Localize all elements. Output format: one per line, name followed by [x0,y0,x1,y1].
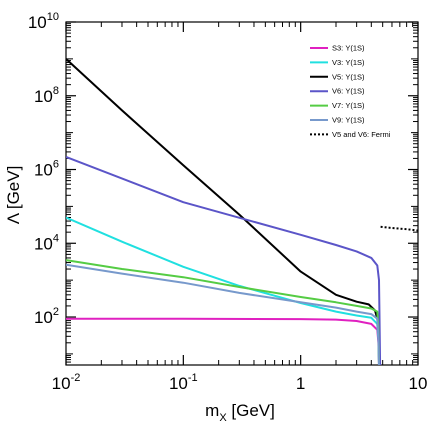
y-tick-label: 104 [34,232,59,253]
series-lines [66,58,418,365]
major-ticks [65,21,419,365]
y-tick-labels: 102 104 106 108 1010 [28,11,59,327]
series-line [66,259,380,365]
legend-label: V3: Υ(1S) [332,58,365,67]
legend: S3: Υ(1S) V3: Υ(1S) V5: Υ(1S) V6: Υ(1S) V7: … [310,44,391,139]
x-tick-labels: 10-2 10-1 1 10 [52,372,428,393]
x-tick-label: 1 [296,374,305,393]
x-tick-label: 10-1 [169,372,198,393]
y-axis-title: Λ [GeV] [4,166,23,225]
y-tick-label: 108 [34,85,59,106]
y-tick-label: 106 [34,159,59,180]
x-tick-label: 10 [409,374,428,393]
legend-label: V5: Υ(1S) [332,72,365,81]
legend-label: S3: Υ(1S) [332,44,365,53]
legend-label: V7: Υ(1S) [332,101,365,110]
x-axis-title: mX [GeV] [205,401,275,424]
minor-ticks [66,22,418,366]
legend-label: V5 and V6: Fermi [332,130,391,139]
x-tick-label: 10-2 [52,372,81,393]
series-line [380,225,418,232]
series-line [66,155,382,365]
legend-label: V9: Υ(1S) [332,116,365,125]
y-tick-label: 102 [34,306,59,327]
series-line [66,263,380,365]
plot-area [65,21,419,366]
y-tick-label: 1010 [28,11,59,32]
legend-label: V6: Υ(1S) [332,87,365,96]
